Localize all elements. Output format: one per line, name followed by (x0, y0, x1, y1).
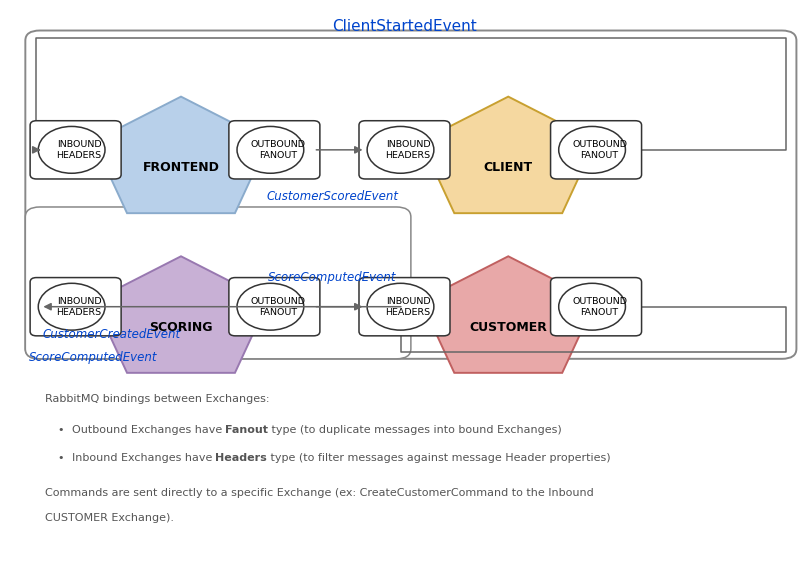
FancyBboxPatch shape (26, 30, 796, 359)
Polygon shape (421, 97, 596, 213)
Text: RabbitMQ bindings between Exchanges:: RabbitMQ bindings between Exchanges: (46, 394, 270, 404)
Polygon shape (94, 97, 268, 213)
Circle shape (237, 283, 304, 330)
Text: OUTBOUND
FANOUT: OUTBOUND FANOUT (572, 140, 627, 160)
Circle shape (367, 127, 434, 173)
Text: ClientStartedEvent: ClientStartedEvent (332, 19, 477, 34)
FancyBboxPatch shape (359, 278, 450, 336)
Text: OUTBOUND
FANOUT: OUTBOUND FANOUT (251, 140, 305, 160)
FancyBboxPatch shape (229, 278, 320, 336)
Polygon shape (94, 256, 268, 373)
Text: OUTBOUND
FANOUT: OUTBOUND FANOUT (251, 297, 305, 317)
Text: ScoreComputedEvent: ScoreComputedEvent (29, 351, 158, 364)
Text: CUSTOMER Exchange).: CUSTOMER Exchange). (46, 513, 175, 523)
Circle shape (38, 127, 105, 173)
Text: CUSTOMER: CUSTOMER (469, 321, 547, 334)
Circle shape (367, 283, 434, 330)
FancyBboxPatch shape (550, 120, 642, 179)
FancyBboxPatch shape (30, 278, 121, 336)
Circle shape (559, 127, 626, 173)
FancyBboxPatch shape (30, 120, 121, 179)
Text: type (to filter messages against message Header properties): type (to filter messages against message… (267, 453, 610, 463)
FancyBboxPatch shape (229, 120, 320, 179)
Text: CustomerCreatedEvent: CustomerCreatedEvent (42, 328, 180, 341)
Circle shape (237, 127, 304, 173)
FancyBboxPatch shape (26, 207, 411, 359)
Text: CLIENT: CLIENT (484, 161, 533, 175)
Text: Inbound Exchanges have: Inbound Exchanges have (71, 453, 215, 463)
Text: SCORING: SCORING (149, 321, 213, 334)
Circle shape (559, 283, 626, 330)
Text: type (to duplicate messages into bound Exchanges): type (to duplicate messages into bound E… (268, 425, 562, 435)
Text: INBOUND
HEADERS: INBOUND HEADERS (57, 140, 102, 160)
Text: Commands are sent directly to a specific Exchange (ex: CreateCustomerCommand to : Commands are sent directly to a specific… (46, 488, 594, 498)
Text: INBOUND
HEADERS: INBOUND HEADERS (385, 297, 431, 317)
Text: INBOUND
HEADERS: INBOUND HEADERS (385, 140, 431, 160)
FancyBboxPatch shape (359, 120, 450, 179)
Text: •: • (57, 425, 64, 435)
Text: INBOUND
HEADERS: INBOUND HEADERS (57, 297, 102, 317)
Text: ScoreComputedEvent: ScoreComputedEvent (268, 270, 397, 284)
Text: Fanout: Fanout (225, 425, 268, 435)
Text: •: • (57, 453, 64, 463)
Circle shape (38, 283, 105, 330)
Text: FRONTEND: FRONTEND (143, 161, 219, 175)
Polygon shape (421, 256, 596, 373)
Text: Headers: Headers (215, 453, 267, 463)
Text: OUTBOUND
FANOUT: OUTBOUND FANOUT (572, 297, 627, 317)
FancyBboxPatch shape (550, 278, 642, 336)
Text: Outbound Exchanges have: Outbound Exchanges have (71, 425, 225, 435)
Text: CustomerScoredEvent: CustomerScoredEvent (267, 190, 399, 203)
